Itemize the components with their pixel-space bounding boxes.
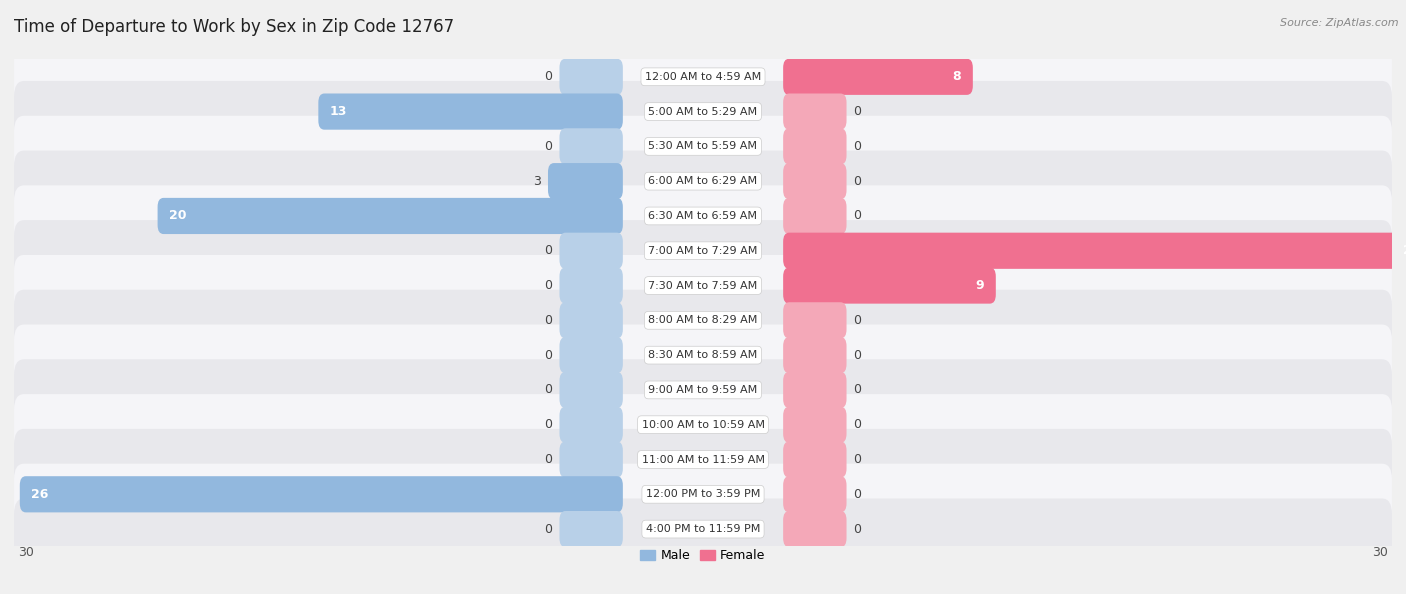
- Text: 9:00 AM to 9:59 AM: 9:00 AM to 9:59 AM: [648, 385, 758, 395]
- FancyBboxPatch shape: [14, 150, 1392, 212]
- FancyBboxPatch shape: [560, 337, 623, 373]
- Text: 28: 28: [1403, 244, 1406, 257]
- Text: 5:30 AM to 5:59 AM: 5:30 AM to 5:59 AM: [648, 141, 758, 151]
- FancyBboxPatch shape: [783, 267, 995, 304]
- Text: 7:30 AM to 7:59 AM: 7:30 AM to 7:59 AM: [648, 280, 758, 290]
- Text: 0: 0: [544, 140, 553, 153]
- FancyBboxPatch shape: [560, 372, 623, 408]
- Text: 0: 0: [853, 210, 862, 223]
- FancyBboxPatch shape: [14, 464, 1392, 525]
- Text: 26: 26: [31, 488, 49, 501]
- FancyBboxPatch shape: [14, 185, 1392, 247]
- FancyBboxPatch shape: [548, 163, 623, 199]
- Text: 6:00 AM to 6:29 AM: 6:00 AM to 6:29 AM: [648, 176, 758, 186]
- Text: 0: 0: [853, 349, 862, 362]
- Legend: Male, Female: Male, Female: [636, 544, 770, 567]
- FancyBboxPatch shape: [783, 441, 846, 478]
- Text: 5:00 AM to 5:29 AM: 5:00 AM to 5:29 AM: [648, 106, 758, 116]
- FancyBboxPatch shape: [560, 267, 623, 304]
- FancyBboxPatch shape: [783, 59, 973, 95]
- FancyBboxPatch shape: [783, 163, 846, 199]
- FancyBboxPatch shape: [14, 324, 1392, 386]
- FancyBboxPatch shape: [783, 372, 846, 408]
- FancyBboxPatch shape: [783, 476, 846, 513]
- Text: 0: 0: [544, 523, 553, 536]
- Text: 6:30 AM to 6:59 AM: 6:30 AM to 6:59 AM: [648, 211, 758, 221]
- Text: 4:00 PM to 11:59 PM: 4:00 PM to 11:59 PM: [645, 524, 761, 534]
- Text: 9: 9: [976, 279, 984, 292]
- FancyBboxPatch shape: [14, 290, 1392, 351]
- Text: 8: 8: [953, 70, 962, 83]
- FancyBboxPatch shape: [560, 441, 623, 478]
- Text: 0: 0: [853, 453, 862, 466]
- Text: 0: 0: [544, 383, 553, 396]
- Text: 7:00 AM to 7:29 AM: 7:00 AM to 7:29 AM: [648, 246, 758, 256]
- FancyBboxPatch shape: [14, 81, 1392, 142]
- Text: 0: 0: [544, 453, 553, 466]
- Text: 0: 0: [544, 349, 553, 362]
- Text: 0: 0: [544, 70, 553, 83]
- Text: 30: 30: [1372, 546, 1388, 559]
- Text: 30: 30: [18, 546, 34, 559]
- FancyBboxPatch shape: [783, 233, 1406, 269]
- Text: 0: 0: [544, 314, 553, 327]
- Text: 10:00 AM to 10:59 AM: 10:00 AM to 10:59 AM: [641, 420, 765, 429]
- FancyBboxPatch shape: [14, 394, 1392, 456]
- Text: 12:00 PM to 3:59 PM: 12:00 PM to 3:59 PM: [645, 489, 761, 500]
- FancyBboxPatch shape: [783, 407, 846, 443]
- Text: 0: 0: [853, 105, 862, 118]
- FancyBboxPatch shape: [783, 302, 846, 339]
- Text: 11:00 AM to 11:59 AM: 11:00 AM to 11:59 AM: [641, 454, 765, 465]
- FancyBboxPatch shape: [20, 476, 623, 513]
- Text: 0: 0: [853, 383, 862, 396]
- Text: 0: 0: [544, 279, 553, 292]
- FancyBboxPatch shape: [783, 93, 846, 129]
- FancyBboxPatch shape: [14, 359, 1392, 421]
- FancyBboxPatch shape: [560, 302, 623, 339]
- Text: 0: 0: [853, 175, 862, 188]
- FancyBboxPatch shape: [783, 511, 846, 547]
- FancyBboxPatch shape: [560, 233, 623, 269]
- FancyBboxPatch shape: [14, 46, 1392, 108]
- FancyBboxPatch shape: [783, 337, 846, 373]
- Text: 20: 20: [169, 210, 187, 223]
- FancyBboxPatch shape: [14, 255, 1392, 316]
- FancyBboxPatch shape: [783, 128, 846, 165]
- FancyBboxPatch shape: [560, 59, 623, 95]
- Text: 3: 3: [533, 175, 541, 188]
- Text: Source: ZipAtlas.com: Source: ZipAtlas.com: [1281, 18, 1399, 28]
- FancyBboxPatch shape: [14, 116, 1392, 177]
- Text: 0: 0: [544, 244, 553, 257]
- Text: 0: 0: [853, 140, 862, 153]
- FancyBboxPatch shape: [14, 429, 1392, 490]
- Text: 8:30 AM to 8:59 AM: 8:30 AM to 8:59 AM: [648, 350, 758, 360]
- FancyBboxPatch shape: [560, 407, 623, 443]
- Text: 12:00 AM to 4:59 AM: 12:00 AM to 4:59 AM: [645, 72, 761, 82]
- FancyBboxPatch shape: [14, 498, 1392, 560]
- FancyBboxPatch shape: [560, 128, 623, 165]
- Text: 13: 13: [330, 105, 347, 118]
- Text: 0: 0: [544, 418, 553, 431]
- FancyBboxPatch shape: [14, 220, 1392, 282]
- FancyBboxPatch shape: [157, 198, 623, 234]
- FancyBboxPatch shape: [318, 93, 623, 129]
- Text: Time of Departure to Work by Sex in Zip Code 12767: Time of Departure to Work by Sex in Zip …: [14, 18, 454, 36]
- FancyBboxPatch shape: [783, 198, 846, 234]
- Text: 0: 0: [853, 314, 862, 327]
- Text: 0: 0: [853, 523, 862, 536]
- FancyBboxPatch shape: [560, 511, 623, 547]
- Text: 8:00 AM to 8:29 AM: 8:00 AM to 8:29 AM: [648, 315, 758, 326]
- Text: 0: 0: [853, 418, 862, 431]
- Text: 0: 0: [853, 488, 862, 501]
